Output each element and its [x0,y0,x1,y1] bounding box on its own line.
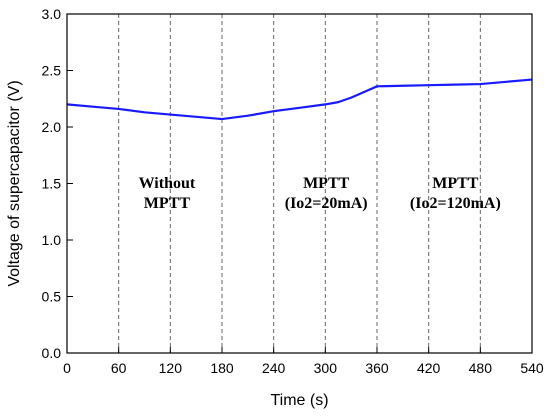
annotations: Without MPTT MPTT (Io2=20mA) MPTT (Io2=120mA) [139,175,501,212]
annotation-0-line-1: MPTT [144,195,191,212]
y-axis-title: Voltage of supercapacitor (V) [6,80,23,286]
data-point-0-15 [402,85,404,87]
data-point-0-16 [428,84,430,86]
x-tick-label-6: 360 [365,360,389,376]
series-line-0 [66,78,533,121]
x-tick-label-7: 420 [417,360,441,376]
annotation-2-line-0: MPTT [432,175,479,192]
axis-ticks: 0 60 120 180 240 300 360 420 480 540 0.0 0.5 1.0 1.5 2… [42,6,544,376]
x-tick-label-8: 480 [469,360,493,376]
x-tick-label-2: 120 [159,360,183,376]
data-point-0-14 [376,85,378,87]
data-point-0-19 [505,81,507,83]
y-tick-label-2: 1.0 [42,232,62,248]
x-tick-label-3: 180 [210,360,234,376]
data-point-0-18 [479,83,481,85]
x-tick-label-9: 540 [520,360,544,376]
annotation-0: Without MPTT [139,175,196,212]
y-tick-label-6: 3.0 [42,6,62,22]
annotation-0-line-0: Without [139,175,196,192]
x-tick-label-1: 60 [111,360,127,376]
x-tick-label-5: 300 [314,360,338,376]
x-tick-label-4: 240 [262,360,286,376]
data-point-0-10 [324,103,326,105]
data-point-0-9 [298,107,301,109]
data-point-0-4 [169,113,171,116]
y-tick-label-5: 2.5 [42,63,62,79]
annotation-1: MPTT (Io2=20mA) [285,175,368,212]
y-tick-label-4: 2.0 [42,119,62,135]
grid-lines [118,14,481,353]
x-axis-title: Time (s) [270,392,328,409]
data-point-0-17 [453,84,456,86]
data-point-0-1 [92,106,94,108]
data-point-0-7 [247,115,249,117]
annotation-1-line-1: (Io2=20mA) [285,195,368,212]
series-layer [66,78,533,121]
data-point-0-2 [118,108,120,110]
y-tick-label-0: 0.0 [42,345,62,361]
data-point-0-5 [195,116,197,118]
x-tick-label-0: 0 [63,360,71,376]
data-point-0-8 [273,110,275,112]
annotation-2: MPTT (Io2=120mA) [410,175,501,212]
annotation-1-line-0: MPTT [303,175,350,192]
data-point-0-6 [221,118,223,120]
y-tick-label-3: 1.5 [42,176,62,192]
y-tick-label-1: 0.5 [42,289,62,305]
annotation-2-line-1: (Io2=120mA) [410,195,501,212]
data-point-0-11 [337,101,339,103]
data-point-0-13 [363,91,365,93]
data-point-0-12 [350,97,352,99]
data-point-0-3 [143,111,146,113]
